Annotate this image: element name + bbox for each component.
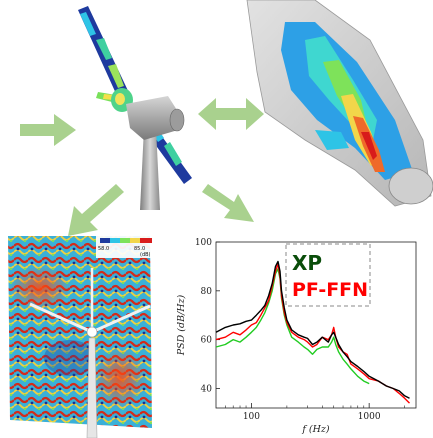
blade-tip-cap bbox=[388, 167, 433, 205]
nacelle bbox=[126, 96, 182, 140]
x-tick-label: 1000 bbox=[358, 412, 381, 422]
tower bbox=[140, 128, 160, 210]
legend-label-xp: XP bbox=[292, 251, 322, 275]
flow-field-view: 58.0 85.0 (dB) bbox=[0, 228, 160, 438]
x-axis-label: f (Hz) bbox=[301, 424, 330, 435]
series-line-xp bbox=[215, 260, 410, 399]
y-axis-label: PSD (dB/Hz) bbox=[176, 294, 187, 356]
arrow-double-icon bbox=[196, 96, 266, 132]
legend-box bbox=[285, 243, 371, 307]
arrow-down-right-icon bbox=[200, 182, 256, 224]
series-line-green bbox=[215, 268, 370, 385]
y-tick-label: 60 bbox=[201, 336, 213, 346]
field-tower bbox=[86, 337, 98, 438]
psd-series bbox=[215, 260, 410, 404]
y-tick-label: 40 bbox=[201, 384, 213, 394]
blade-section-view bbox=[245, 0, 433, 215]
y-tick-label: 80 bbox=[201, 287, 213, 297]
field-blade-1 bbox=[91, 304, 151, 334]
turbine-top-view bbox=[60, 0, 200, 215]
series-line-pf-ffn bbox=[215, 263, 410, 404]
psd-axes: 40 60 80 100 100 1000 f (Hz) PSD (dB/Hz) bbox=[176, 238, 417, 435]
field-blade-2 bbox=[29, 302, 93, 334]
arrow-down-left-icon bbox=[64, 182, 124, 238]
colorbar-label: (dB) bbox=[140, 252, 151, 258]
y-tick-label: 100 bbox=[195, 238, 212, 248]
arrow-right-icon bbox=[18, 110, 78, 150]
plot-frame bbox=[215, 241, 417, 409]
psd-chart: 40 60 80 100 100 1000 f (Hz) PSD (dB/Hz) XP PF-… bbox=[168, 228, 430, 438]
x-tick-label: 100 bbox=[243, 412, 260, 422]
legend-label-pf-ffn: PF-FFN bbox=[292, 279, 368, 301]
colorbar-tick-max: 85.0 bbox=[134, 246, 145, 252]
colorbar-tick-min: 58.0 bbox=[98, 246, 109, 252]
